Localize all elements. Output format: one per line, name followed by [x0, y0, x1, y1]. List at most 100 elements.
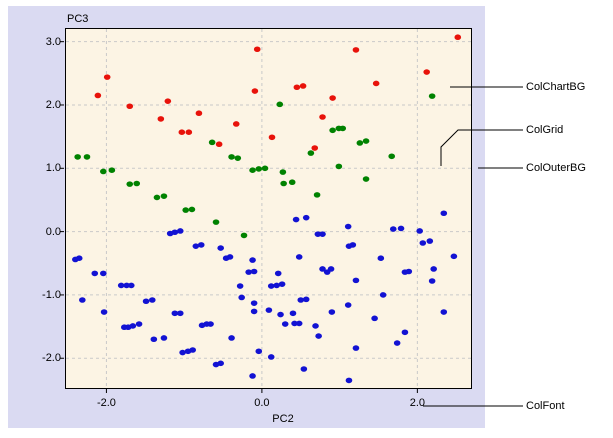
data-point-group-green [249, 167, 256, 173]
data-point-group-blue [135, 321, 143, 327]
data-point-group-blue [277, 311, 284, 318]
data-point-group-blue [426, 238, 434, 244]
data-point-group-blue [176, 228, 184, 234]
data-point-group-red [454, 34, 462, 41]
data-point-group-blue [352, 345, 360, 351]
data-point-group-blue [450, 253, 458, 260]
annotation-colchartbg: ColChartBG [526, 81, 586, 93]
data-point-group-blue [217, 360, 224, 367]
data-point-group-blue [250, 308, 258, 315]
data-point-group-blue [197, 242, 205, 248]
data-point-group-blue [171, 310, 179, 317]
data-point-group-blue [267, 283, 275, 289]
data-point-group-blue [278, 281, 286, 287]
data-point-group-blue [249, 373, 256, 379]
data-point-group-red [164, 98, 172, 104]
chart-plot-area [65, 28, 472, 389]
data-point-group-blue [176, 310, 184, 317]
data-point-group-blue [440, 309, 448, 315]
data-point-group-blue [267, 354, 275, 360]
data-point-group-green [208, 139, 216, 146]
data-point-group-red [178, 129, 186, 136]
data-point-group-blue [265, 307, 273, 313]
data-point-group-blue [401, 329, 409, 336]
data-point-group-green [240, 232, 248, 239]
data-point-group-red [299, 83, 307, 89]
data-point-group-green [335, 163, 343, 170]
data-point-group-red [329, 95, 336, 101]
data-point-group-blue [295, 320, 303, 327]
data-point-group-blue [100, 309, 108, 315]
data-point-group-blue [160, 335, 168, 341]
data-point-group-green [388, 153, 396, 160]
data-point-group-red [423, 69, 430, 75]
data-point-group-red [251, 88, 259, 94]
data-point-group-green [362, 138, 370, 144]
data-point-group-blue [344, 223, 352, 230]
data-point-group-blue [150, 336, 158, 343]
data-point-group-blue [345, 377, 353, 384]
data-point-group-red [195, 110, 203, 117]
data-point-group-blue [217, 245, 224, 251]
data-point-group-green [261, 165, 269, 172]
data-point-group-blue [273, 282, 280, 289]
annotation-colgrid: ColGrid [526, 124, 564, 136]
data-point-group-green [329, 127, 336, 134]
data-point-group-green [234, 155, 242, 161]
y-tick-label: -1.0 [42, 288, 61, 301]
data-point-group-red [311, 145, 319, 151]
x-axis-title: PC2 [272, 413, 294, 425]
data-point-group-green [74, 154, 81, 160]
data-point-group-blue [314, 231, 322, 237]
data-point-group-green [228, 154, 235, 160]
data-point-group-blue [352, 277, 360, 284]
data-point-group-blue [291, 320, 298, 327]
data-point-group-green [153, 194, 161, 201]
data-point-group-blue [249, 257, 256, 263]
data-point-group-blue [377, 255, 385, 262]
data-point-group-blue [123, 282, 130, 289]
data-point-group-blue [255, 348, 263, 355]
scatter-plot [66, 29, 471, 388]
data-point-group-blue [250, 300, 258, 306]
data-point-group-blue [295, 254, 303, 260]
data-point-group-blue [379, 292, 387, 298]
data-point-group-blue [127, 282, 135, 289]
data-point-group-blue [428, 278, 436, 284]
data-point-group-blue [344, 302, 352, 308]
data-point-group-red [352, 47, 360, 53]
data-point-group-blue [393, 340, 401, 346]
data-point-group-green [126, 181, 134, 187]
data-point-group-red [103, 74, 111, 80]
y-tick-label: 1.0 [45, 162, 61, 175]
data-point-group-blue [319, 231, 326, 237]
y-tick-label: 3.0 [45, 35, 61, 48]
data-point-group-green [280, 180, 287, 187]
annotation-colouterbg: ColOuterBG [526, 162, 586, 174]
x-tick-label: -2.0 [96, 397, 116, 409]
data-point-group-red [126, 103, 134, 110]
data-point-group-blue [328, 309, 336, 315]
data-point-group-blue [91, 270, 99, 277]
data-point-group-green [188, 206, 196, 213]
data-point-group-blue [189, 347, 197, 353]
y-tick-label: 0.0 [45, 225, 61, 238]
data-point-group-blue [274, 270, 282, 277]
annotation-colfont: ColFont [526, 400, 565, 412]
data-point-group-green [313, 192, 321, 198]
data-point-group-red [157, 116, 165, 122]
data-point-group-blue [419, 240, 427, 246]
data-point-group-blue [349, 242, 357, 248]
data-point-group-green [133, 180, 141, 187]
data-point-group-green [362, 176, 370, 182]
data-point-group-blue [226, 254, 234, 260]
data-point-group-red [185, 129, 193, 136]
data-point-group-blue [250, 268, 258, 275]
data-point-group-blue [171, 229, 179, 236]
data-point-group-blue [389, 226, 397, 232]
data-point-group-red [268, 134, 276, 141]
data-point-group-green [339, 125, 347, 132]
data-point-group-blue [207, 321, 214, 327]
x-tick-label: 2.0 [409, 397, 425, 409]
